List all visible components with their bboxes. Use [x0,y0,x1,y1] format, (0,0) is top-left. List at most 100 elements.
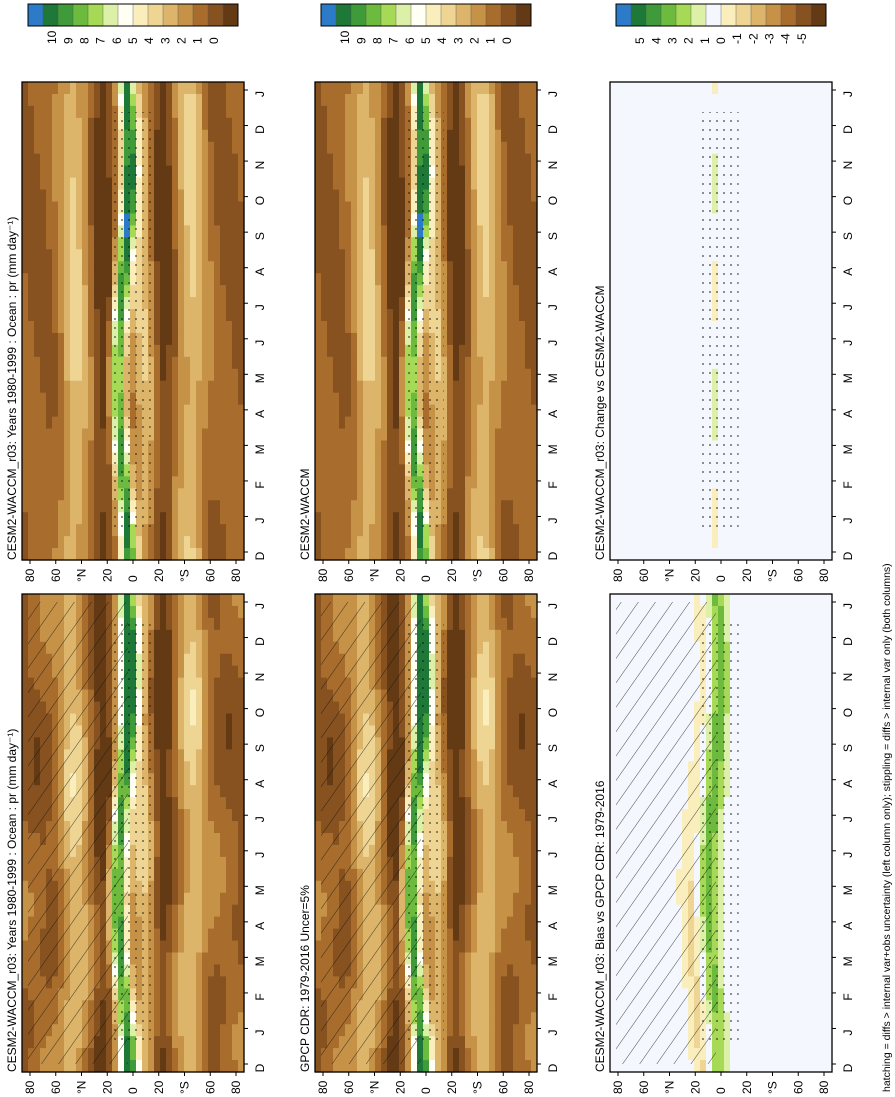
colorbar-swatch [132,3,149,27]
heat-cell [489,761,496,774]
heat-cell [52,273,59,286]
heat-cell [238,749,245,762]
stippling-overlay [110,112,151,530]
heat-cell [459,653,466,667]
heat-cell [46,464,53,477]
heat-cell [202,404,209,418]
heat-cell [226,82,233,95]
heat-cell [52,309,59,322]
heat-cell [513,773,520,786]
heat-cell [489,749,496,762]
heat-cell [387,165,394,179]
heat-cell [519,689,526,703]
heat-cell [447,677,454,691]
heat-cell [465,928,472,942]
heat-cell [142,93,149,107]
heat-cell [22,594,29,607]
heat-cell [178,452,185,465]
heat-cell [184,488,191,501]
heat-cell [477,617,484,631]
heat-cell [52,404,59,418]
heat-cell [441,1060,448,1073]
heat-cell [459,988,466,1001]
heat-cell [34,189,41,203]
heat-cell [232,892,239,906]
heat-cell [178,916,185,930]
heat-cell [166,500,173,513]
heat-cell [238,225,245,238]
heat-cell [489,952,496,966]
heat-cell [28,368,35,382]
heat-cell [232,536,239,549]
colorbar-swatch [42,3,59,27]
heat-cell [501,1000,508,1013]
heat-cell [465,856,472,870]
heat-cell [160,988,167,1001]
heat-cell [70,285,77,298]
heat-cell [190,536,197,549]
heat-cell [190,309,197,322]
heat-cell [190,512,197,525]
heat-cell [154,392,161,406]
heat-cell [321,153,328,167]
heat-cell [190,500,197,513]
heat-cell [172,273,179,286]
heat-cell [172,737,179,750]
heat-cell [477,689,484,703]
heat-cell [459,641,466,655]
heat-cell [441,940,448,954]
heat-cell [220,368,227,382]
lat-tick-label: 20 [152,568,166,582]
stippling-overlay [110,624,151,1042]
heat-cell [226,868,233,882]
heat-cell [214,773,221,786]
heat-cell [52,285,59,298]
heat-cell [519,844,526,858]
heat-cell [148,309,155,322]
heat-cell [154,548,161,561]
heat-cell [471,677,478,691]
heat-cell [46,452,53,465]
heat-cell [154,880,161,894]
heat-cell [100,273,107,286]
heat-cell [238,82,245,95]
heat-cell [178,677,185,691]
heat-cell [106,285,113,298]
heat-cell [202,868,209,882]
heat-cell [238,165,245,179]
heat-cell [196,833,203,846]
heat-cell [525,916,532,930]
heat-cell [220,177,227,191]
heat-cell [507,892,514,906]
heat-cell [238,476,245,489]
heat-cell [88,536,95,549]
heat-cell [232,785,239,798]
heat-cell [208,797,215,810]
heat-cell [513,129,520,143]
heat-cell [70,309,77,322]
heat-cell [34,165,41,179]
heat-cell [447,117,454,131]
heat-cell [441,1036,448,1049]
heat-cell [184,809,191,822]
heat-cell [489,605,496,619]
heat-cell [148,464,155,477]
heat-cell [447,165,454,179]
heat-cell [226,976,233,989]
heat-cell [94,464,101,477]
heat-cell [106,93,113,107]
heat-cell [46,594,53,607]
heat-cell [190,225,197,238]
heat-cell [76,428,83,442]
heat-cell [238,844,245,858]
heat-cell [513,988,520,1001]
heat-cell [447,689,454,703]
heat-cell [339,82,346,95]
heat-cell [214,617,221,631]
heat-cell [495,701,502,715]
heat-cell [58,1060,65,1073]
heat-cell [238,964,245,977]
heat-cell [184,500,191,513]
heat-cell [196,189,203,203]
lat-tick-label: 0 [126,1087,140,1094]
